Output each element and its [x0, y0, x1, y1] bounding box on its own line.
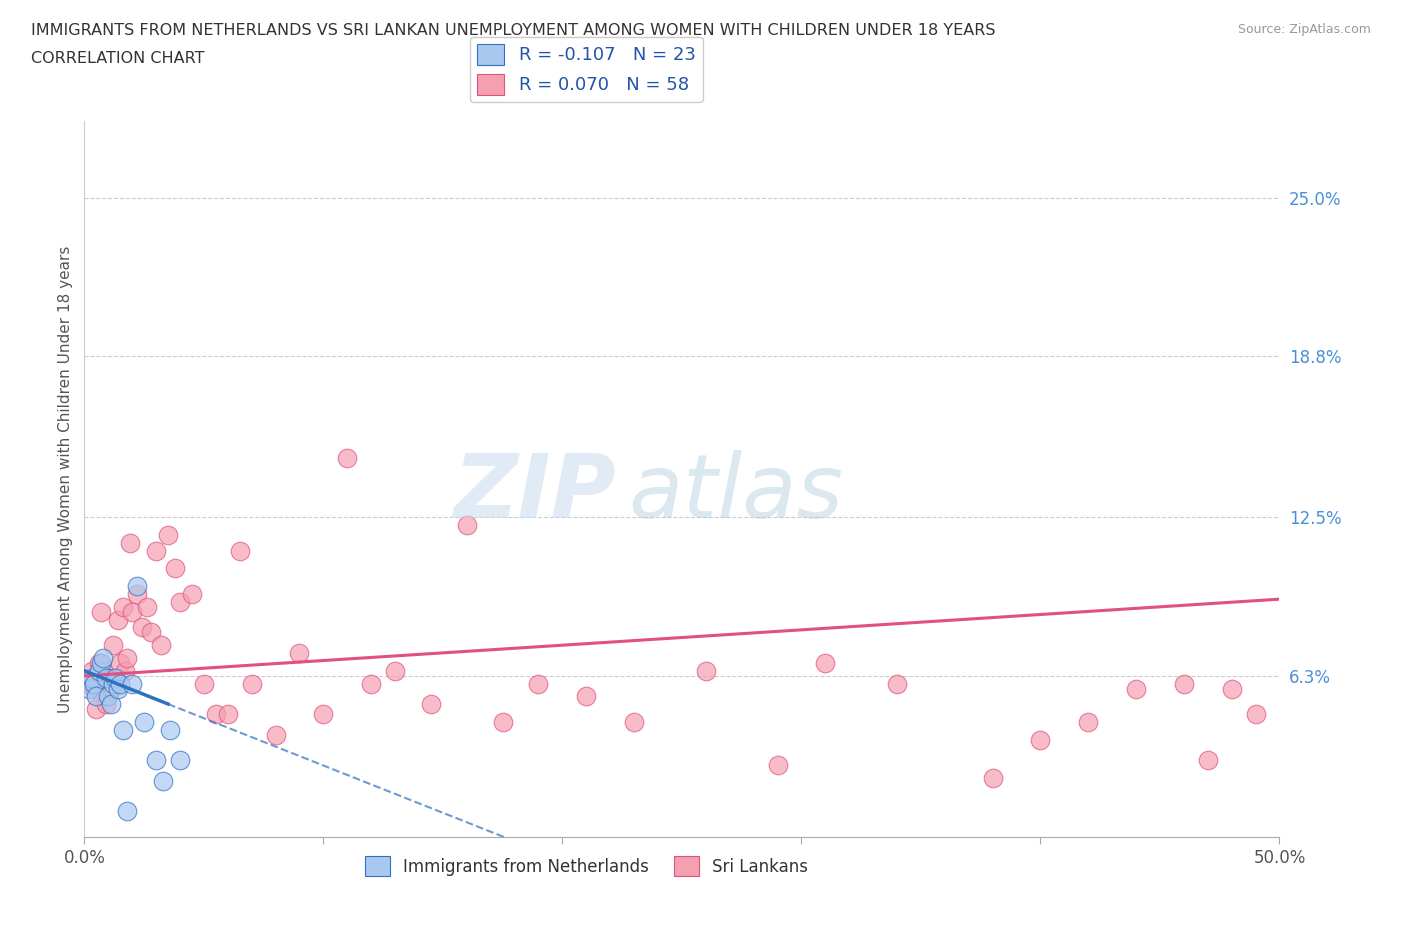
- Point: [90, 656, 112, 671]
- Text: CORRELATION CHART: CORRELATION CHART: [31, 51, 204, 66]
- Point: [152, 774, 174, 789]
- Point: [117, 804, 139, 819]
- Point: [981, 771, 1004, 786]
- Point: [145, 543, 167, 558]
- Point: [384, 663, 406, 678]
- Point: [111, 600, 134, 615]
- Point: [111, 722, 134, 737]
- Point: [145, 753, 167, 768]
- Y-axis label: Unemployment Among Women with Children Under 18 years: Unemployment Among Women with Children U…: [58, 246, 73, 712]
- Point: [121, 676, 143, 691]
- Point: [1197, 753, 1219, 768]
- Point: [1220, 681, 1243, 696]
- Point: [87, 656, 110, 671]
- Point: [149, 638, 172, 653]
- Point: [80, 663, 103, 678]
- Point: [157, 528, 180, 543]
- Point: [93, 663, 115, 678]
- Point: [97, 671, 120, 686]
- Point: [114, 663, 136, 678]
- Point: [312, 707, 335, 722]
- Text: atlas: atlas: [628, 450, 844, 537]
- Point: [1173, 676, 1195, 691]
- Point: [80, 671, 103, 686]
- Point: [83, 676, 105, 691]
- Point: [132, 714, 156, 729]
- Point: [181, 587, 204, 602]
- Point: [1244, 707, 1267, 722]
- Point: [288, 645, 311, 660]
- Point: [125, 578, 148, 594]
- Point: [229, 543, 252, 558]
- Point: [193, 676, 215, 691]
- Point: [695, 663, 717, 678]
- Point: [97, 689, 120, 704]
- Point: [159, 722, 181, 737]
- Point: [77, 676, 100, 691]
- Point: [1125, 681, 1147, 696]
- Point: [886, 676, 908, 691]
- Point: [101, 676, 124, 691]
- Point: [1077, 714, 1099, 729]
- Point: [110, 656, 132, 671]
- Point: [575, 689, 598, 704]
- Point: [101, 638, 124, 653]
- Point: [125, 587, 148, 602]
- Point: [217, 707, 239, 722]
- Point: [420, 697, 443, 711]
- Point: [165, 561, 187, 576]
- Point: [107, 681, 129, 696]
- Point: [141, 625, 163, 640]
- Point: [117, 651, 139, 666]
- Point: [527, 676, 550, 691]
- Point: [336, 451, 359, 466]
- Point: [94, 671, 117, 686]
- Text: ZIP: ZIP: [453, 450, 616, 537]
- Point: [240, 676, 263, 691]
- Point: [104, 676, 127, 691]
- Point: [100, 681, 122, 696]
- Point: [492, 714, 515, 729]
- Point: [814, 656, 837, 671]
- Point: [131, 620, 153, 635]
- Point: [86, 702, 108, 717]
- Point: [456, 517, 478, 532]
- Point: [83, 681, 105, 696]
- Text: IMMIGRANTS FROM NETHERLANDS VS SRI LANKAN UNEMPLOYMENT AMONG WOMEN WITH CHILDREN: IMMIGRANTS FROM NETHERLANDS VS SRI LANKA…: [31, 23, 995, 38]
- Point: [104, 671, 127, 686]
- Point: [623, 714, 645, 729]
- Point: [110, 676, 132, 691]
- Point: [169, 753, 191, 768]
- Point: [100, 697, 122, 711]
- Point: [121, 604, 143, 619]
- Point: [169, 594, 191, 609]
- Point: [90, 604, 112, 619]
- Point: [766, 758, 789, 773]
- Point: [77, 681, 100, 696]
- Point: [94, 697, 117, 711]
- Text: Source: ZipAtlas.com: Source: ZipAtlas.com: [1237, 23, 1371, 36]
- Point: [264, 727, 287, 742]
- Point: [93, 651, 115, 666]
- Point: [118, 536, 141, 551]
- Legend: Immigrants from Netherlands, Sri Lankans: Immigrants from Netherlands, Sri Lankans: [359, 850, 814, 883]
- Point: [360, 676, 382, 691]
- Point: [205, 707, 228, 722]
- Point: [107, 612, 129, 627]
- Point: [1029, 733, 1052, 748]
- Point: [135, 600, 157, 615]
- Point: [86, 689, 108, 704]
- Point: [87, 663, 110, 678]
